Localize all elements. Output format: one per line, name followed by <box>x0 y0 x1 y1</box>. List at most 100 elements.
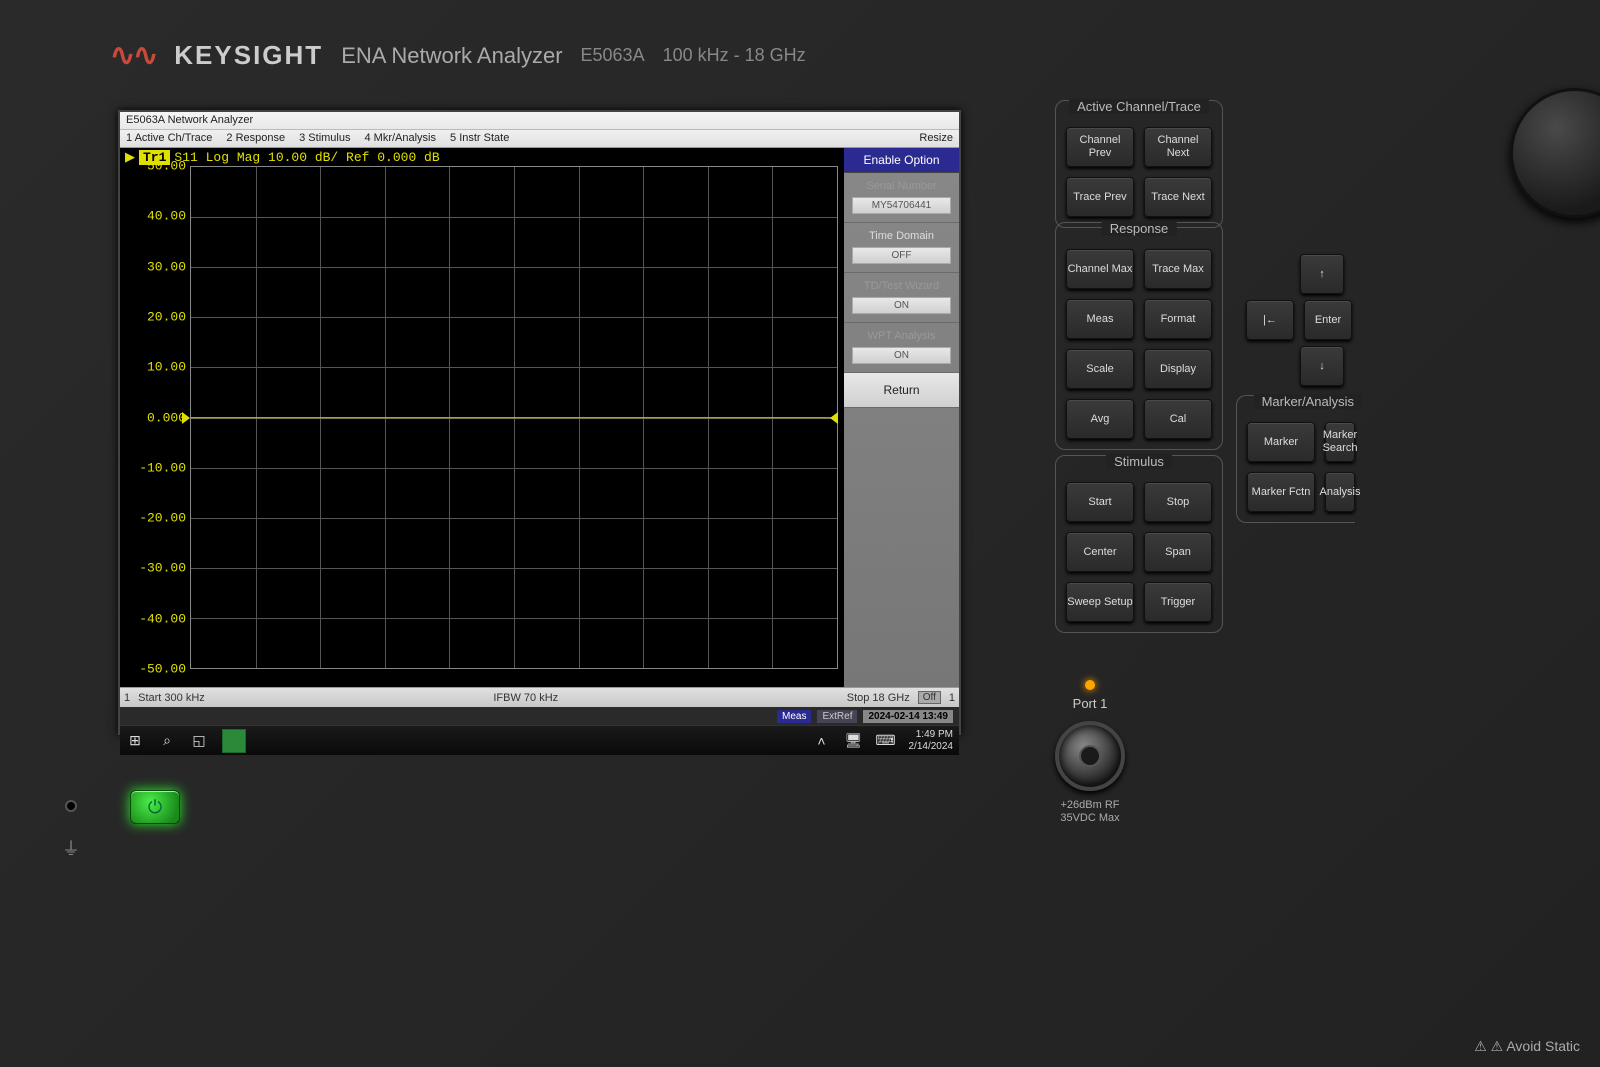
tray-monitor-icon[interactable]: 🖥 <box>845 732 863 750</box>
meas-button[interactable]: Meas <box>1066 299 1134 339</box>
model-line: ENA Network Analyzer <box>341 43 562 69</box>
menu-mkr-analysis[interactable]: 4 Mkr/Analysis <box>364 132 436 145</box>
y-axis-label: 0.000 <box>126 410 186 425</box>
display-button[interactable]: Display <box>1144 349 1212 389</box>
stop-button[interactable]: Stop <box>1144 482 1212 522</box>
model-number: E5063A <box>581 45 645 66</box>
channel-prev-button[interactable]: Channel Prev <box>1066 127 1134 167</box>
start-button[interactable]: Start <box>1066 482 1134 522</box>
status-bar-2: Meas ExtRef 2024-02-14 13:49 <box>120 707 959 725</box>
softkey-label: WPT Analysis <box>846 327 957 345</box>
y-axis-label: 40.00 <box>126 209 186 224</box>
softkey-value: OFF <box>852 247 951 264</box>
status-channel: 1 <box>124 692 130 704</box>
ref-marker-right-icon <box>830 412 838 424</box>
menu-response[interactable]: 2 Response <box>226 132 285 145</box>
port-1-label: Port 1 <box>1055 696 1125 711</box>
menu-stimulus[interactable]: 3 Stimulus <box>299 132 350 145</box>
y-axis-label: 30.00 <box>126 259 186 274</box>
format-button[interactable]: Format <box>1144 299 1212 339</box>
status-start-freq: Start 300 kHz <box>138 692 205 704</box>
trace-next-button[interactable]: Trace Next <box>1144 177 1212 217</box>
rotary-knob[interactable] <box>1510 88 1600 218</box>
group-marker-analysis: Marker/Analysis Marker Marker Search Mar… <box>1236 395 1355 523</box>
status-stop-freq: Stop 18 GHz <box>847 692 910 704</box>
marker-search-button[interactable]: Marker Search <box>1325 422 1355 462</box>
scale-button[interactable]: Scale <box>1066 349 1134 389</box>
group-active-channel-trace: Active Channel/Trace Channel Prev Channe… <box>1055 100 1223 228</box>
y-axis-label: -50.00 <box>126 662 186 677</box>
trace-desc: S11 Log Mag 10.00 dB/ Ref 0.000 dB <box>174 150 439 165</box>
channel-max-button[interactable]: Channel Max <box>1066 249 1134 289</box>
trace-prev-button[interactable]: Trace Prev <box>1066 177 1134 217</box>
softkey-header: Enable Option <box>844 148 959 173</box>
task-view-icon[interactable]: ◱ <box>190 732 208 750</box>
status-bar: 1 Start 300 kHz IFBW 70 kHz Stop 18 GHz … <box>120 687 959 707</box>
back-button[interactable]: |← <box>1246 300 1294 340</box>
trace-max-button[interactable]: Trace Max <box>1144 249 1212 289</box>
status-datetime: 2024-02-14 13:49 <box>863 710 953 723</box>
menu-resize[interactable]: Resize <box>919 132 953 145</box>
port-1-spec-dc: 35VDC Max <box>1055 812 1125 825</box>
softkey-value: MY54706441 <box>852 197 951 214</box>
y-axis-label: 50.00 <box>126 159 186 174</box>
port-1-area: Port 1 +26dBm RF 35VDC Max <box>1055 680 1125 825</box>
tray-chevron-icon[interactable]: ˄ <box>813 732 831 750</box>
chart-grid <box>190 166 838 669</box>
analysis-button[interactable]: Analysis <box>1325 472 1355 512</box>
enter-button[interactable]: Enter <box>1304 300 1352 340</box>
group-stimulus: Stimulus Start Stop Center Span Sweep Se… <box>1055 455 1223 633</box>
keysight-logo-icon: ∿∿ <box>110 38 156 73</box>
plot-area[interactable]: ▶ Tr1 S11 Log Mag 10.00 dB/ Ref 0.000 dB… <box>120 148 844 687</box>
y-axis-label: -20.00 <box>126 511 186 526</box>
softkey-item: WPT AnalysisON <box>844 323 959 373</box>
sweep-setup-button[interactable]: Sweep Setup <box>1066 582 1134 622</box>
status-one: 1 <box>949 692 955 704</box>
avg-button[interactable]: Avg <box>1066 399 1134 439</box>
ground-icon: ⏚ <box>62 835 80 861</box>
group-label: Active Channel/Trace <box>1069 99 1209 114</box>
port-1-spec-rf: +26dBm RF <box>1055 799 1125 812</box>
group-label: Stimulus <box>1106 454 1172 469</box>
y-axis-label: -10.00 <box>126 460 186 475</box>
span-button[interactable]: Span <box>1144 532 1212 572</box>
channel-next-button[interactable]: Channel Next <box>1144 127 1212 167</box>
marker-fctn-button[interactable]: Marker Fctn <box>1247 472 1315 512</box>
port-1-led-icon <box>1085 680 1095 690</box>
up-arrow-button[interactable]: ↑ <box>1300 254 1344 294</box>
tray-keyboard-icon[interactable]: ⌨ <box>877 732 895 750</box>
brand-bar: ∿∿ KEYSIGHT ENA Network Analyzer E5063A … <box>110 38 806 73</box>
y-axis-label: 10.00 <box>126 360 186 375</box>
instrument-screen: E5063A Network Analyzer 1 Active Ch/Trac… <box>118 110 961 735</box>
softkey-item[interactable]: Time DomainOFF <box>844 223 959 273</box>
menu-instr-state[interactable]: 5 Instr State <box>450 132 509 145</box>
port-1-connector[interactable] <box>1055 721 1125 791</box>
trigger-button[interactable]: Trigger <box>1144 582 1212 622</box>
y-axis-label: -30.00 <box>126 561 186 576</box>
taskbar-clock[interactable]: 1:49 PM 2/14/2024 <box>909 729 954 753</box>
app-icon[interactable] <box>222 729 246 753</box>
search-icon[interactable]: ⌕ <box>158 732 176 750</box>
softkey-label: TD/Test Wizard <box>846 277 957 295</box>
softkey-item: Serial NumberMY54706441 <box>844 173 959 223</box>
status-ifbw: IFBW 70 kHz <box>493 692 558 704</box>
menu-active-ch[interactable]: 1 Active Ch/Trace <box>126 132 212 145</box>
softkey-return[interactable]: Return <box>844 373 959 408</box>
nav-pad: |← Enter <box>1246 300 1352 340</box>
status-off-chip: Off <box>918 691 941 704</box>
start-menu-icon[interactable]: ⊞ <box>126 732 144 750</box>
ref-marker-left-icon <box>182 412 190 424</box>
power-button[interactable]: ⏻ <box>130 790 180 824</box>
down-arrow-button[interactable]: ↓ <box>1300 346 1344 386</box>
status-meas: Meas <box>777 710 811 723</box>
cal-button[interactable]: Cal <box>1144 399 1212 439</box>
softkey-item: TD/Test Wizard ON <box>844 273 959 323</box>
softkey-panel: Enable Option Serial NumberMY54706441Tim… <box>844 148 959 687</box>
center-button[interactable]: Center <box>1066 532 1134 572</box>
warning-label: ⚠ ⚠ Avoid Static <box>1474 1038 1580 1055</box>
freq-range: 100 kHz - 18 GHz <box>663 45 806 66</box>
marker-button[interactable]: Marker <box>1247 422 1315 462</box>
softkey-value: ON <box>852 297 951 314</box>
y-axis-label: -40.00 <box>126 611 186 626</box>
window-title: E5063A Network Analyzer <box>120 112 959 130</box>
